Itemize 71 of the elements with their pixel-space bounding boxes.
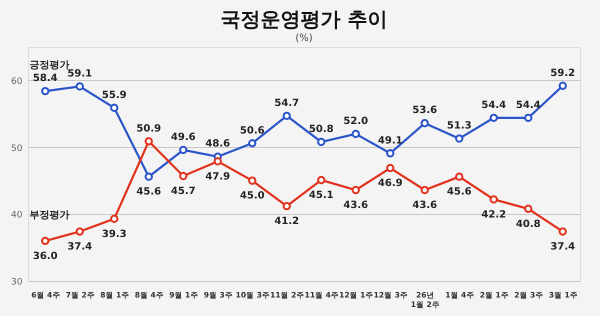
point — [558, 82, 567, 90]
data-label: 39.3 — [102, 228, 127, 240]
series-label: 긍정평가 — [29, 60, 70, 72]
chart-subtitle: (%) — [295, 33, 313, 44]
data-label: 50.9 — [136, 123, 162, 134]
data-label: 43.6 — [343, 200, 368, 212]
data-label: 59.1 — [67, 68, 92, 80]
data-label: 54.4 — [481, 100, 506, 111]
point — [524, 114, 532, 122]
data-label: 45.0 — [240, 190, 265, 202]
data-label: 51.3 — [446, 120, 472, 132]
data-label: 53.6 — [412, 105, 438, 116]
point — [110, 214, 118, 223]
point — [455, 134, 464, 143]
data-label: 47.9 — [205, 171, 230, 182]
data-label: 58.4 — [32, 73, 58, 84]
point — [248, 139, 256, 148]
data-label: 59.2 — [550, 68, 576, 79]
point — [386, 164, 394, 172]
point — [41, 236, 50, 246]
data-label: 45.7 — [170, 186, 196, 198]
data-label: 54.7 — [274, 98, 300, 109]
point — [144, 172, 153, 181]
data-label: 48.6 — [205, 138, 230, 150]
data-label: 54.4 — [516, 100, 541, 111]
point — [248, 176, 256, 185]
data-label: 43.6 — [412, 200, 438, 212]
point — [490, 114, 498, 122]
point — [76, 82, 84, 91]
data-label: 55.9 — [102, 90, 127, 101]
series-label: 부정평가 — [29, 210, 70, 221]
point — [420, 119, 429, 128]
y-tick-label: 40 — [11, 210, 23, 221]
point — [214, 157, 222, 166]
data-label: 45.6 — [136, 186, 162, 198]
point — [179, 172, 188, 180]
point — [352, 130, 360, 138]
point — [558, 227, 567, 236]
data-label: 49.6 — [170, 132, 196, 143]
data-label: 52.0 — [343, 116, 368, 127]
data-label: 41.2 — [274, 216, 300, 228]
point — [386, 149, 394, 158]
point — [76, 227, 84, 236]
y-tick-label: 30 — [11, 278, 23, 288]
data-label: 50.8 — [308, 124, 334, 135]
point — [144, 137, 153, 146]
point — [282, 112, 291, 120]
data-label: 37.4 — [67, 242, 92, 253]
point — [317, 138, 326, 146]
data-label: 36.0 — [32, 250, 58, 262]
data-label: 50.6 — [240, 125, 265, 136]
chart-title: 국정운영평가 추이 — [220, 7, 388, 31]
point — [420, 186, 429, 194]
point — [317, 176, 326, 184]
data-label: 45.6 — [446, 186, 472, 198]
y-tick-label: 60 — [11, 76, 23, 87]
data-label: 42.2 — [481, 209, 506, 220]
point — [455, 172, 464, 181]
point — [352, 186, 360, 194]
data-label: 49.1 — [378, 135, 403, 146]
data-label: 46.9 — [378, 178, 403, 190]
point — [282, 202, 291, 210]
point — [179, 146, 188, 154]
y-tick-label: 50 — [11, 144, 23, 154]
point — [490, 195, 498, 204]
data-label: 40.8 — [516, 218, 541, 230]
point — [524, 204, 532, 213]
point — [110, 104, 118, 112]
point — [41, 86, 50, 96]
data-label: 37.4 — [550, 242, 576, 253]
data-label: 45.1 — [308, 190, 334, 202]
